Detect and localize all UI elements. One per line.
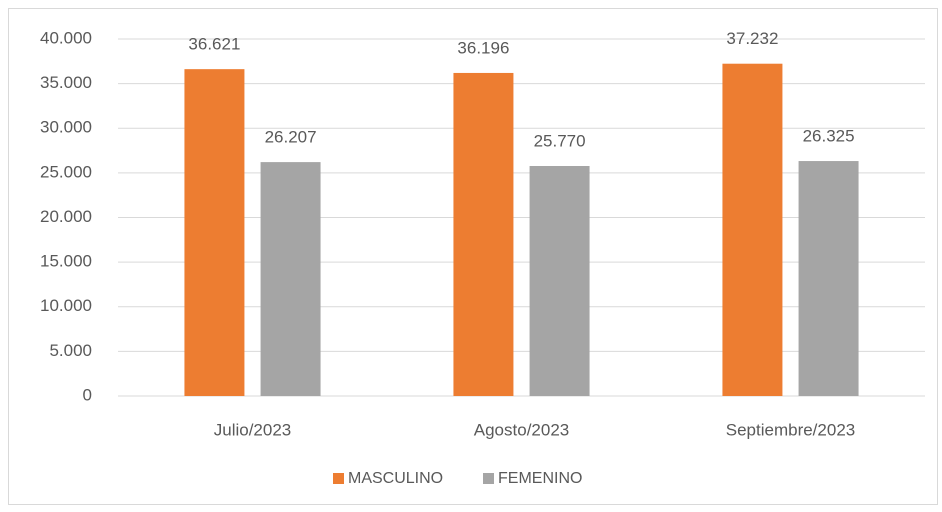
value-label: 36.621	[188, 35, 240, 54]
x-tick-label: Julio/2023	[214, 420, 292, 439]
value-label: 37.232	[726, 29, 778, 48]
bar	[453, 72, 514, 397]
legend-label: MASCULINO	[348, 470, 443, 487]
x-tick-label: Septiembre/2023	[726, 420, 855, 439]
legend-swatch	[483, 473, 494, 484]
bar	[529, 166, 590, 396]
y-tick-label: 40.000	[40, 28, 92, 47]
y-tick-label: 0	[83, 385, 92, 404]
bar	[798, 161, 859, 396]
legend-swatch	[333, 473, 344, 484]
value-label: 26.325	[803, 127, 855, 146]
bar	[722, 63, 783, 396]
y-tick-label: 25.000	[40, 162, 92, 181]
y-tick-label: 15.000	[40, 252, 92, 271]
y-tick-label: 35.000	[40, 73, 92, 92]
x-tick-label: Agosto/2023	[474, 420, 569, 439]
bar	[260, 162, 321, 396]
y-tick-label: 20.000	[40, 207, 92, 226]
y-tick-label: 30.000	[40, 118, 92, 137]
value-label: 26.207	[265, 128, 317, 147]
y-tick-label: 5.000	[49, 341, 92, 360]
value-label: 36.196	[457, 38, 509, 57]
value-label: 25.770	[534, 131, 586, 150]
bar	[184, 69, 245, 396]
y-tick-label: 10.000	[40, 296, 92, 315]
legend-label: FEMENINO	[498, 470, 582, 487]
